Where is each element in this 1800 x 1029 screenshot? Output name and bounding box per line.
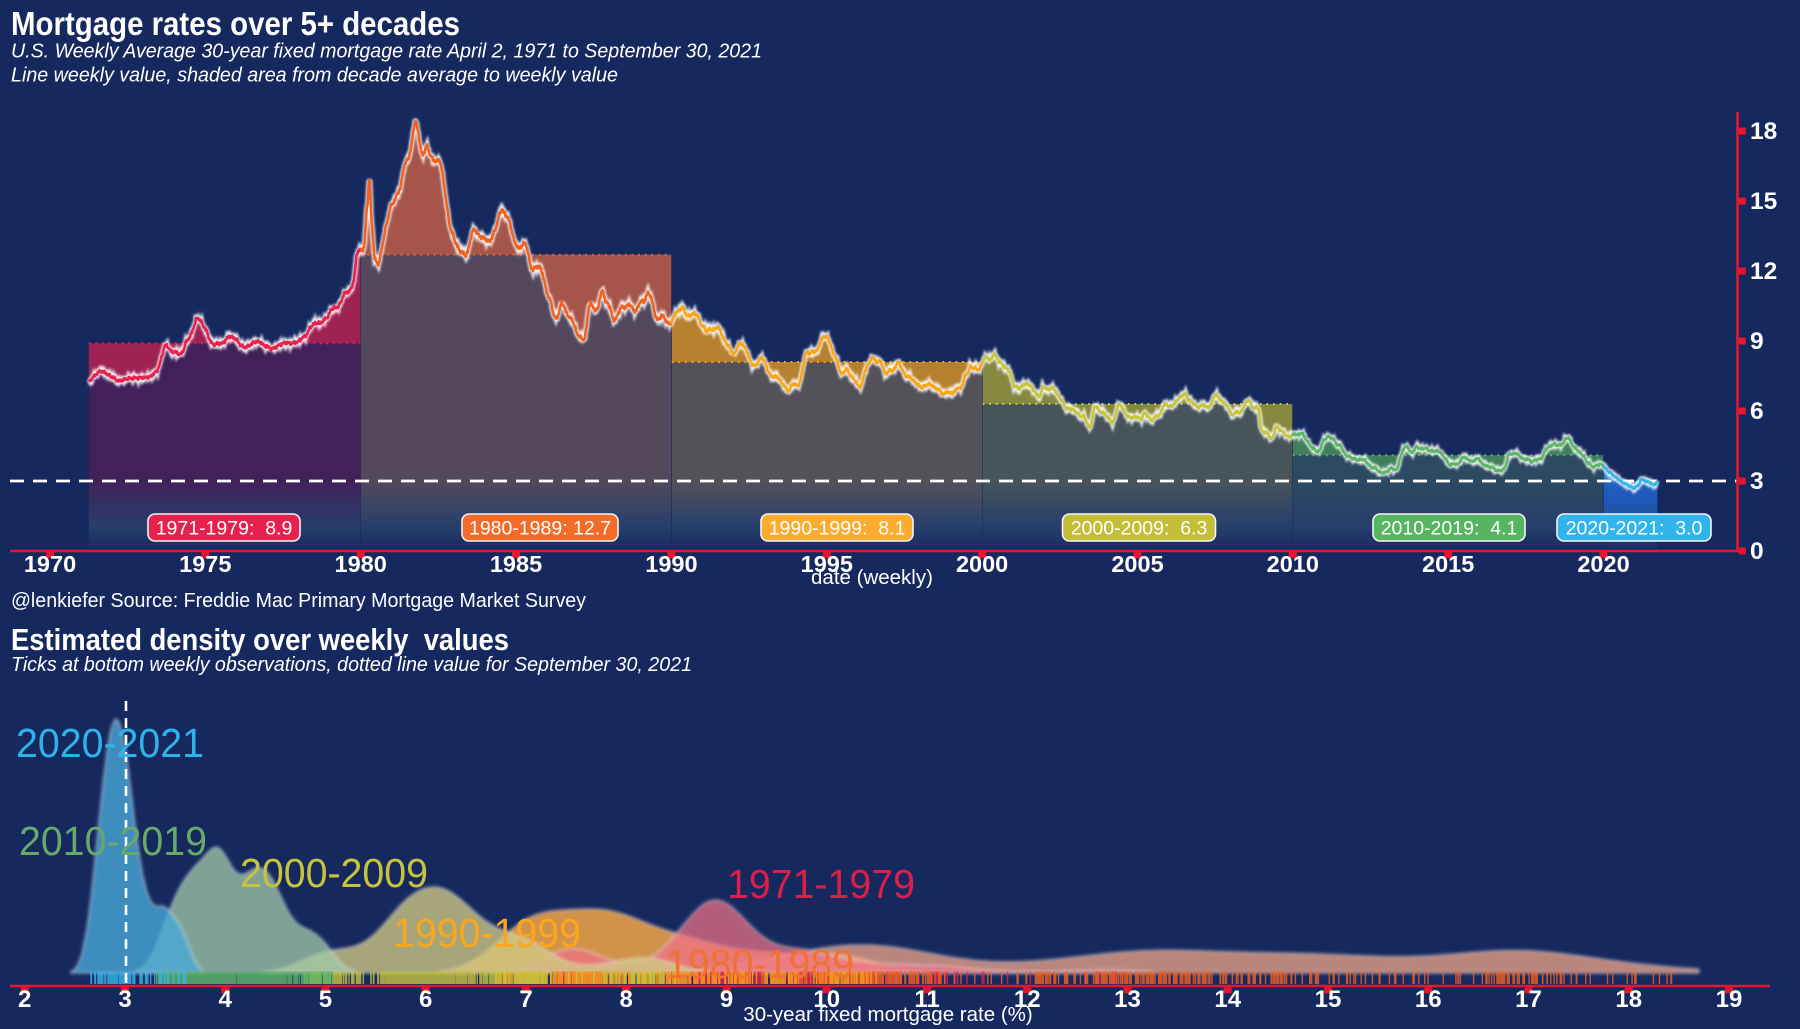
svg-text:4: 4 — [219, 986, 233, 1013]
svg-text:2020-2021: 2020-2021 — [16, 720, 204, 766]
svg-text:1980-1989: 12.7: 1980-1989: 12.7 — [469, 518, 611, 540]
svg-text:3: 3 — [118, 986, 131, 1013]
svg-text:6: 6 — [419, 986, 432, 1013]
svg-text:6: 6 — [1750, 398, 1764, 425]
svg-text:18: 18 — [1750, 118, 1777, 145]
svg-text:9: 9 — [1750, 328, 1764, 355]
svg-text:Line weekly value, shaded area: Line weekly value, shaded area from deca… — [11, 64, 618, 87]
svg-text:8: 8 — [620, 986, 633, 1013]
svg-text:17: 17 — [1515, 986, 1542, 1013]
svg-text:19: 19 — [1716, 986, 1743, 1013]
svg-text:12: 12 — [1014, 986, 1041, 1013]
svg-text:2015: 2015 — [1422, 551, 1474, 577]
svg-text:1985: 1985 — [490, 551, 542, 577]
svg-text:2010-2019: 4.1: 2010-2019: 4.1 — [1381, 518, 1518, 540]
svg-text:2020-2021: 3.0: 2020-2021: 3.0 — [1566, 518, 1703, 540]
svg-text:2000-2009: 6.3: 2000-2009: 6.3 — [1071, 518, 1208, 540]
svg-text:date (weekly): date (weekly) — [811, 566, 933, 589]
svg-text:2: 2 — [18, 986, 31, 1013]
svg-text:1980-1989: 1980-1989 — [666, 941, 854, 987]
svg-text:2005: 2005 — [1111, 551, 1163, 577]
svg-text:U.S. Weekly Average 30-year fi: U.S. Weekly Average 30-year fixed mortga… — [11, 40, 762, 63]
svg-text:1970: 1970 — [24, 551, 76, 577]
svg-text:1995: 1995 — [801, 551, 853, 577]
svg-text:@lenkiefer Source: Freddie Mac: @lenkiefer Source: Freddie Mac Primary M… — [11, 589, 587, 612]
svg-text:Ticks at bottom weekly observa: Ticks at bottom weekly observations, dot… — [11, 653, 692, 676]
svg-text:15: 15 — [1315, 986, 1342, 1013]
svg-text:5: 5 — [319, 986, 332, 1013]
svg-text:1971-1979: 8.9: 1971-1979: 8.9 — [156, 518, 293, 540]
svg-text:2000-2009: 2000-2009 — [240, 850, 428, 896]
svg-text:14: 14 — [1214, 986, 1241, 1013]
svg-text:1990-1999: 8.1: 1990-1999: 8.1 — [769, 518, 906, 540]
svg-text:10: 10 — [813, 986, 840, 1013]
svg-text:1975: 1975 — [179, 551, 231, 577]
svg-text:15: 15 — [1750, 188, 1777, 215]
svg-text:1990: 1990 — [645, 551, 697, 577]
svg-text:Estimated density over weekly: Estimated density over weekly values — [11, 622, 509, 657]
svg-text:3: 3 — [1750, 468, 1764, 495]
svg-text:Mortgage rates over 5+ decades: Mortgage rates over 5+ decades — [11, 5, 460, 42]
svg-text:7: 7 — [519, 986, 532, 1013]
svg-text:2010: 2010 — [1267, 551, 1319, 577]
svg-text:11: 11 — [914, 986, 939, 1013]
svg-text:1990-1999: 1990-1999 — [393, 910, 581, 956]
svg-text:30-year fixed mortgage rate (%: 30-year fixed mortgage rate (%) — [743, 1003, 1032, 1026]
svg-text:2020: 2020 — [1577, 551, 1629, 577]
svg-text:2000: 2000 — [956, 551, 1008, 577]
svg-text:12: 12 — [1750, 258, 1777, 285]
svg-text:13: 13 — [1114, 986, 1141, 1013]
svg-text:1971-1979: 1971-1979 — [727, 861, 915, 907]
svg-text:9: 9 — [720, 986, 733, 1013]
svg-text:0: 0 — [1750, 538, 1764, 565]
svg-text:18: 18 — [1615, 986, 1642, 1013]
svg-text:2010-2019: 2010-2019 — [19, 818, 207, 864]
svg-text:16: 16 — [1415, 986, 1442, 1013]
svg-text:1980: 1980 — [335, 551, 387, 577]
